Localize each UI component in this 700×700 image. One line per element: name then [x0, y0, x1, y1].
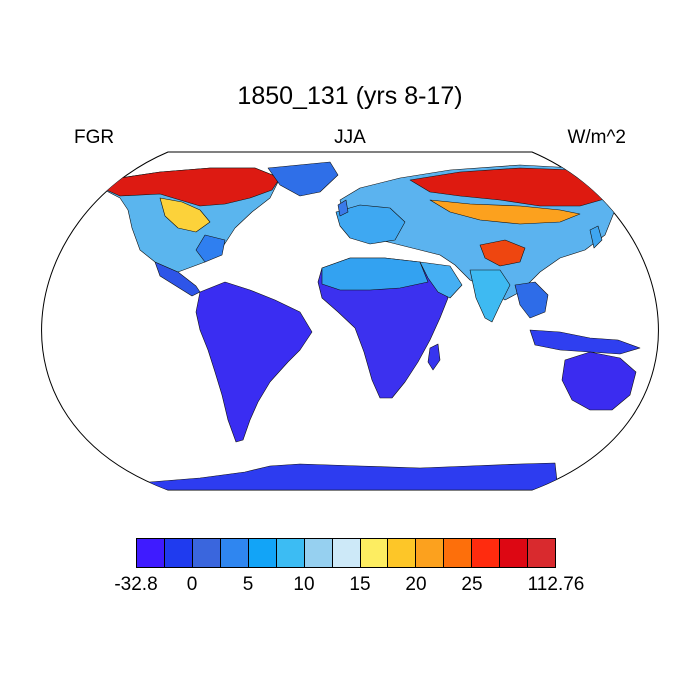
land-north-america-belt	[159, 197, 211, 233]
land-greenland	[267, 161, 339, 197]
colorbar-cell	[443, 538, 473, 568]
colorbar-cell	[387, 538, 417, 568]
land-antarctica	[137, 462, 559, 490]
land-north-america-north	[94, 167, 281, 207]
colorbar-cell	[303, 538, 333, 568]
colorbar-cell	[415, 538, 445, 568]
colorbar-tick-label: 10	[293, 574, 315, 595]
colorbar-tick-label: 112.76	[527, 574, 585, 595]
land-north-america-east	[195, 234, 226, 263]
colorbar-tick-label: -32.8	[114, 574, 158, 595]
colorbar	[136, 538, 557, 568]
land-madagascar	[427, 343, 441, 371]
colorbar-cell	[359, 538, 389, 568]
land-japan	[589, 225, 603, 249]
colorbar-cell	[275, 538, 305, 568]
land-india	[469, 269, 511, 323]
colorbar-cell	[163, 538, 193, 568]
units-label: W/m^2	[567, 127, 626, 148]
variable-label: FGR	[74, 127, 115, 148]
colorbar-cell	[331, 538, 361, 568]
colorbar-tick-label: 0	[186, 574, 198, 595]
land-se-asia	[514, 281, 549, 319]
land-indonesia	[529, 329, 641, 355]
colorbar-cell	[499, 538, 529, 568]
land-british-isles	[337, 199, 349, 217]
land-australia	[561, 351, 637, 411]
land-south-america	[195, 281, 313, 443]
land-europe	[335, 204, 406, 245]
colorbar-cell	[136, 538, 165, 568]
land-arabia	[419, 261, 463, 299]
land-siberia	[409, 167, 613, 207]
map-title: 1850_131 (yrs 8-17)	[237, 82, 463, 110]
colorbar-tick-label: 20	[405, 574, 427, 595]
land-central-america	[154, 261, 201, 297]
land-new-zealand	[647, 401, 659, 423]
colorbar-cell	[471, 538, 501, 568]
colorbar-cell	[527, 538, 557, 568]
land-central-asia	[429, 199, 581, 225]
season-label: JJA	[334, 127, 366, 148]
colorbar-tick-label: 5	[242, 574, 254, 595]
colorbar-cell	[247, 538, 277, 568]
colorbar-cell	[191, 538, 221, 568]
colorbar-tick-label: 15	[349, 574, 371, 595]
land-tibet	[479, 239, 526, 267]
colorbar-tick-label: 25	[461, 574, 483, 595]
colorbar-cell	[219, 538, 249, 568]
land-sahara	[321, 257, 429, 291]
